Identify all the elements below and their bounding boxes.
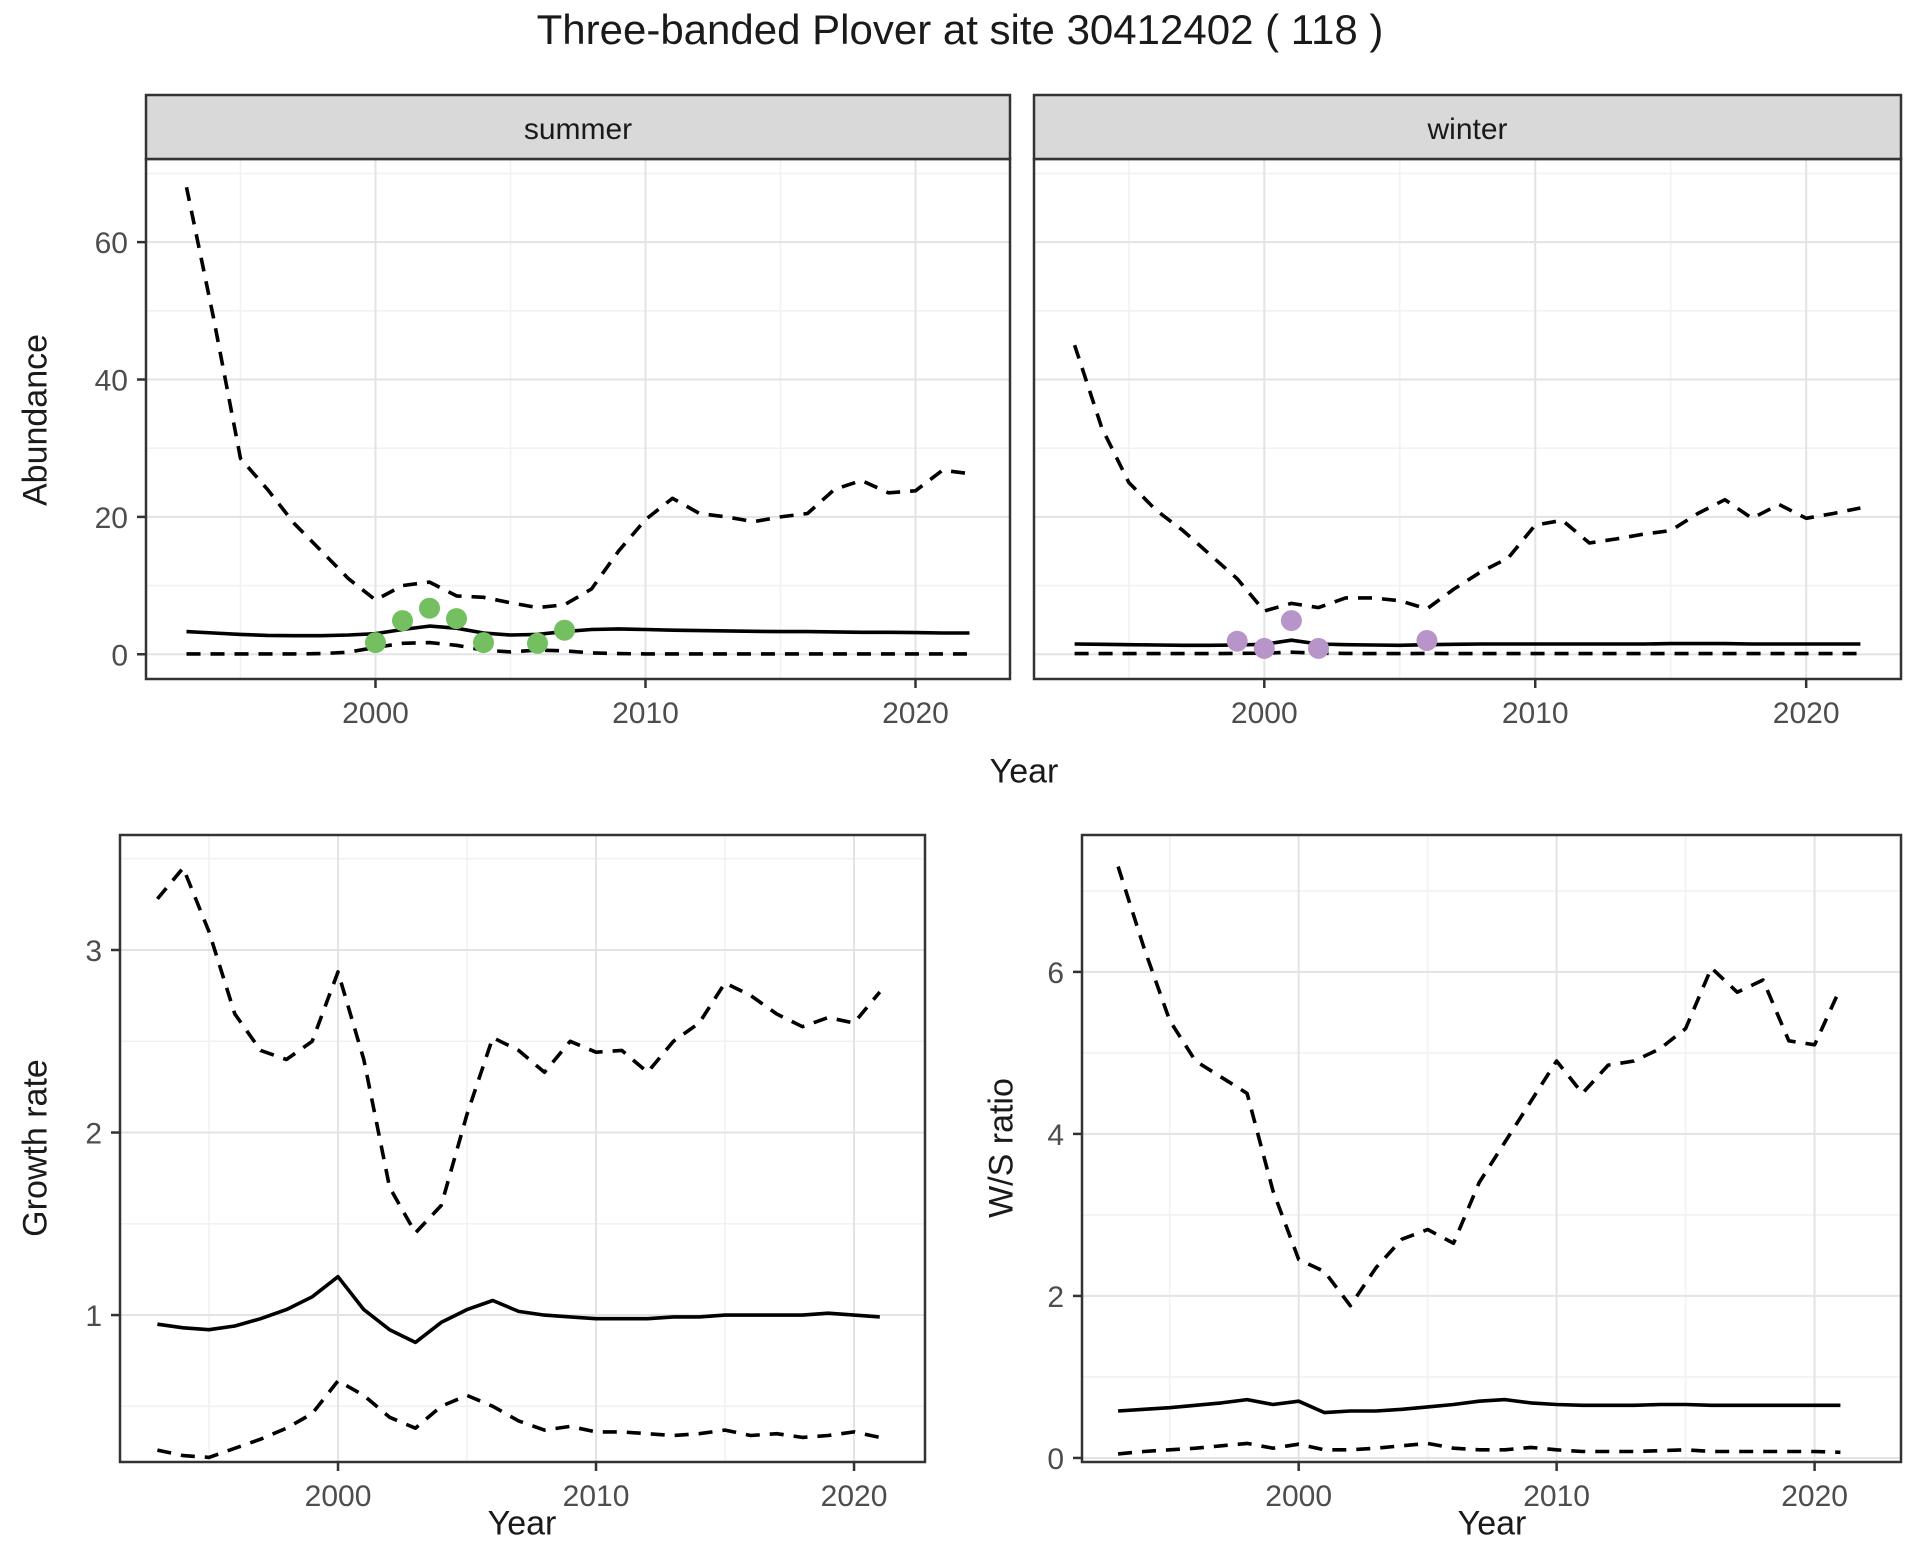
abundance-winter-panel-background (1034, 159, 1901, 679)
abundance-winter-axis-ticks: 2000 2010 2020 (1231, 679, 1840, 730)
growth-rate-upper_95ci-line (156, 866, 882, 1235)
observed-counts-summer-dots (365, 597, 575, 654)
facet-strip-winter (1032, 93, 1903, 161)
abundance-winter-lower_95ci-line (1074, 650, 1861, 656)
ws-ratio-gridlines (1082, 835, 1901, 1462)
ws-ratio-panel-background (1082, 835, 1901, 1462)
y-tick-label: 4 (1047, 1119, 1064, 1152)
ws-ratio-panel-border (1080, 833, 1903, 1464)
abundance-summer-upper_95ci-line (184, 186, 970, 610)
facet-strip-label-winter: winter (1426, 113, 1507, 146)
x-tick-label: 2000 (305, 1480, 372, 1513)
observed-counts-winter-dots (1226, 610, 1438, 659)
observation-dot (419, 597, 440, 619)
y-tick-label: 3 (85, 935, 102, 968)
chart-title: Three-banded Plover at site 30412402 ( 1… (536, 6, 1384, 53)
y-tick-label: 2 (85, 1118, 102, 1151)
y-tick-label: 20 (95, 502, 128, 535)
growth-rate-panel-background (120, 835, 925, 1462)
abundance-summer-panel-background (146, 159, 1010, 679)
observation-dot (446, 608, 467, 630)
x-tick-label: 2020 (821, 1480, 888, 1513)
y-tick-label: 0 (1047, 1443, 1064, 1476)
x-axis-label-year-ws: Year (1457, 1504, 1527, 1543)
observation-dot (1280, 610, 1302, 632)
ws-ratio-panel: 2000 2010 2020 0 2 4 6 (1047, 833, 1903, 1513)
observation-dot (527, 632, 548, 654)
abundance-summer-lower_95ci-line (186, 640, 970, 656)
ws-ratio-median-line (1117, 1397, 1841, 1415)
x-axis-label-year-top: Year (989, 752, 1059, 791)
growth-rate-gridlines (120, 835, 925, 1462)
growth-rate-panel: 2000 2010 2020 1 2 3 (85, 833, 927, 1513)
x-tick-label: 2010 (563, 1480, 630, 1513)
facet-strip-label-summer: summer (524, 113, 632, 146)
x-tick-label: 2000 (1265, 1480, 1332, 1513)
x-axis-label-year-growth: Year (487, 1504, 557, 1543)
growth-rate-median-line (157, 1274, 880, 1345)
y-tick-label: 2 (1047, 1281, 1064, 1314)
ws-ratio-axis-ticks: 2000 2010 2020 0 2 4 6 (1047, 957, 1848, 1513)
observation-dot (1226, 630, 1248, 652)
observation-dot (473, 632, 494, 654)
y-tick-label: 6 (1047, 957, 1064, 990)
y-tick-label: 1 (85, 1300, 102, 1333)
abundance-summer-median-line (186, 624, 970, 638)
abundance-winter-median-line (1074, 638, 1861, 648)
abundance-winter-upper_95ci-line (1072, 344, 1861, 613)
x-tick-label: 2010 (1523, 1480, 1590, 1513)
x-tick-label: 2020 (1773, 697, 1840, 730)
facet-strip-summer (144, 93, 1012, 161)
y-axis-label-ws-ratio: W/S ratio (982, 1078, 1021, 1218)
ws-ratio-upper_95ci-line (1116, 866, 1843, 1308)
abundance-summer-panel: 2000 2010 2020 0 20 40 60 summer (95, 93, 1012, 730)
x-tick-label: 2020 (882, 697, 949, 730)
abundance-summer-axis-ticks: 2000 2010 2020 0 20 40 60 (95, 227, 949, 730)
observation-dot (1416, 630, 1438, 651)
y-axis-label-abundance: Abundance (16, 333, 55, 507)
growth-rate-axis-ticks: 2000 2010 2020 1 2 3 (85, 935, 887, 1513)
x-tick-label: 2000 (1231, 697, 1298, 730)
growth-rate-panel-border (118, 833, 927, 1464)
x-tick-label: 2010 (612, 697, 679, 730)
abundance-winter-panel: 2000 2010 2020 winter (1032, 93, 1903, 730)
y-tick-label: 60 (95, 227, 128, 260)
x-tick-label: 2020 (1781, 1480, 1848, 1513)
x-tick-label: 2000 (342, 697, 409, 730)
y-tick-label: 40 (95, 365, 128, 398)
ws-ratio-lower_95ci-line (1117, 1441, 1841, 1456)
y-tick-label: 0 (111, 639, 128, 672)
observation-dot (365, 632, 386, 654)
observation-dot (392, 610, 413, 632)
observation-dot (1308, 637, 1329, 659)
observation-dot (1253, 637, 1275, 659)
growth-rate-lower_95ci-line (157, 1379, 881, 1460)
observation-dot (554, 619, 575, 641)
y-axis-label-growth-rate: Growth rate (16, 1059, 55, 1237)
x-tick-label: 2010 (1502, 697, 1569, 730)
